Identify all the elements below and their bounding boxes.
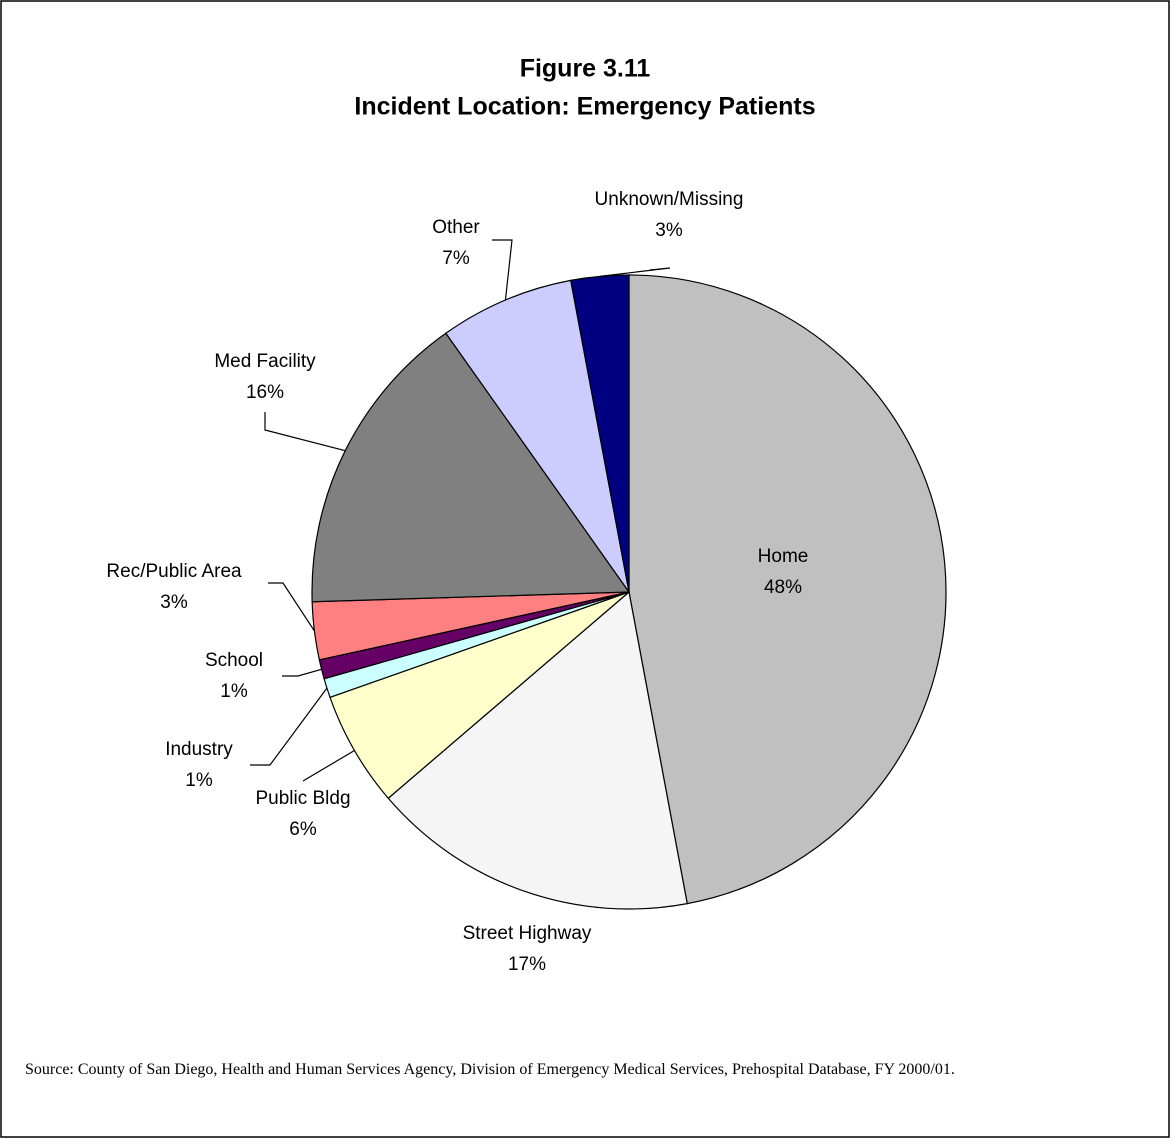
slice-label: Unknown/Missing — [595, 189, 744, 210]
source-note: Source: County of San Diego, Health and … — [25, 1061, 955, 1078]
slice-label: Med Facility — [214, 351, 316, 372]
slice-label: Public Bldg — [255, 788, 350, 809]
slice-value-label: 7% — [442, 248, 470, 269]
slice-label: Industry — [165, 739, 233, 760]
slice-label: School — [205, 650, 263, 671]
pie-slice — [445, 279, 630, 593]
leader-line — [492, 239, 513, 301]
pie-slice — [311, 332, 631, 603]
slice-value-label: 3% — [655, 220, 683, 241]
leader-line — [264, 412, 346, 452]
leader-line — [302, 749, 355, 782]
pie-slice — [628, 274, 947, 905]
slice-label: Street Highway — [463, 923, 592, 944]
leader-line — [282, 668, 322, 677]
slice-label: Rec/Public Area — [106, 561, 242, 582]
slice-value-label: 1% — [185, 770, 213, 791]
leader-line — [268, 582, 315, 632]
slice-value-label: 16% — [246, 382, 284, 403]
chart-subtitle: Incident Location: Emergency Patients — [354, 93, 815, 121]
slice-value-label: 1% — [220, 681, 248, 702]
slice-value-label: 17% — [508, 954, 546, 975]
leader-line — [250, 687, 328, 766]
slice-label: Other — [432, 217, 480, 238]
slice-value-label: 3% — [160, 592, 188, 613]
slice-value-label: 48% — [764, 577, 802, 598]
leader-line — [599, 267, 671, 277]
slice-label: Home — [758, 546, 809, 567]
pie-slice — [570, 274, 630, 593]
chart-title: Figure 3.11 — [520, 55, 651, 83]
pie-slice — [387, 590, 688, 910]
slice-value-label: 6% — [289, 819, 317, 840]
